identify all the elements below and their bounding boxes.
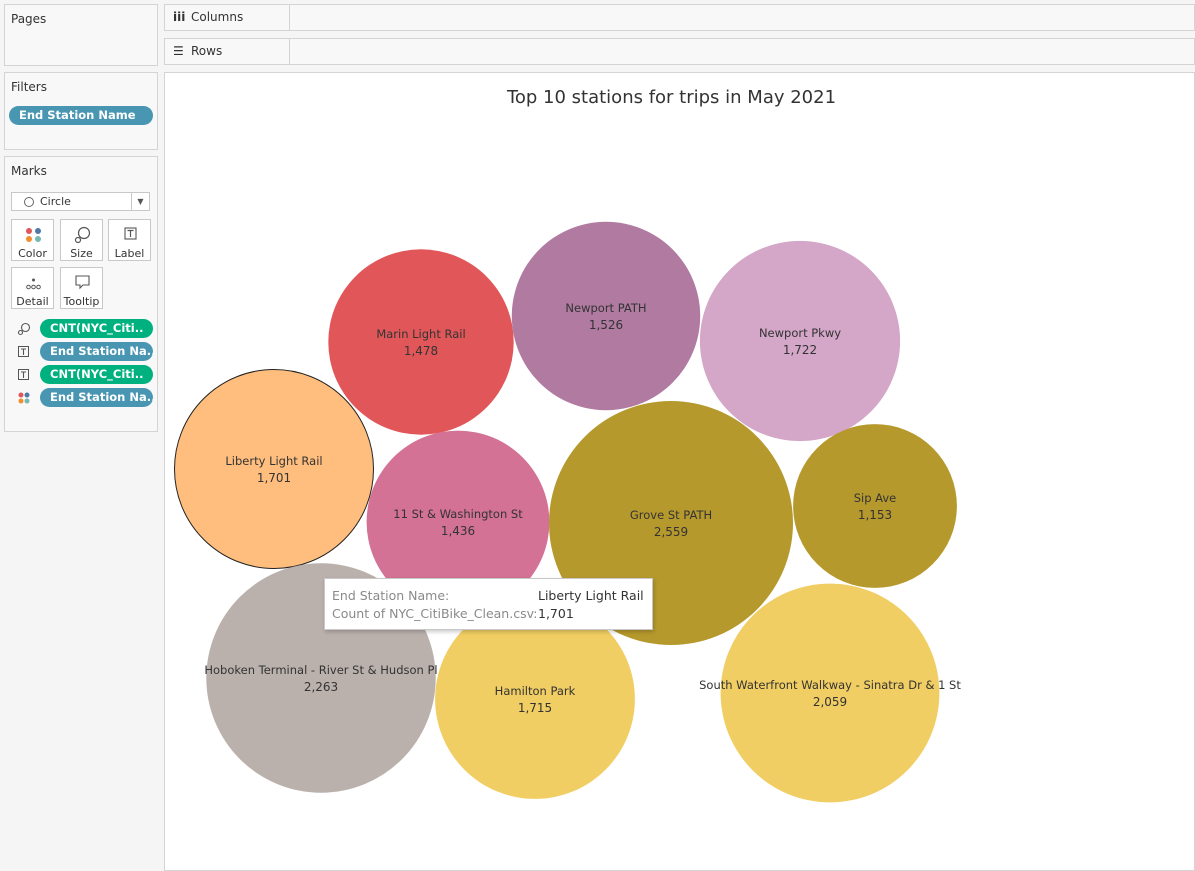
bubble-hamilton-park[interactable]: Hamilton Park 1,715 <box>435 599 635 799</box>
viz-canvas[interactable]: Top 10 stations for trips in May 2021 Ma… <box>164 72 1195 871</box>
tooltip-button[interactable]: Tooltip <box>60 267 103 309</box>
bubble-marin-light-rail[interactable]: Marin Light Rail 1,478 <box>328 249 514 435</box>
rows-label: ☰ Rows <box>165 39 290 64</box>
shelf-row-size[interactable]: CNT(NYC_Citi.. <box>11 319 156 339</box>
bubble-label-value: 2,263 <box>304 680 338 694</box>
bubble-label-name: South Waterfront Walkway - Sinatra Dr & … <box>699 678 961 692</box>
label-button[interactable]: Label <box>108 219 151 261</box>
bubble-newport-path[interactable]: Newport PATH 1,526 <box>511 221 701 411</box>
bubble-label-name: Hamilton Park <box>495 684 576 698</box>
shelf-row-label-2[interactable]: CNT(NYC_Citi.. <box>11 365 156 385</box>
shelf-pill-color[interactable]: End Station Na.. <box>40 388 153 407</box>
bubble-sip-ave[interactable]: Sip Ave 1,153 <box>793 424 957 588</box>
size-icon <box>74 226 91 244</box>
bubble-label-value: 1,701 <box>257 471 291 485</box>
detail-button[interactable]: Detail <box>11 267 54 309</box>
bubble-label-name: Marin Light Rail <box>376 327 465 341</box>
shelf-row-color[interactable]: End Station Na.. <box>11 388 156 408</box>
label-icon <box>18 346 29 357</box>
mark-type-label: Circle <box>40 195 71 208</box>
filters-card[interactable]: Filters End Station Name <box>4 72 158 150</box>
shelf-row-label-1[interactable]: End Station Na.. <box>11 342 156 362</box>
chart-title: Top 10 stations for trips in May 2021 <box>506 87 837 108</box>
bubble-label-value: 2,559 <box>654 525 688 539</box>
bubble-circle[interactable] <box>435 599 635 799</box>
label-icon <box>18 369 29 380</box>
bubble-label-value: 1,436 <box>441 524 475 538</box>
bubble-label-value: 1,526 <box>589 318 623 332</box>
rows-shelf[interactable]: ☰ Rows <box>164 38 1195 65</box>
bubble-circle[interactable] <box>174 369 374 569</box>
color-icon <box>18 392 30 404</box>
bubble-circle[interactable] <box>328 249 514 435</box>
bubble-label-name: Liberty Light Rail <box>225 454 322 468</box>
speech-bubble-icon <box>75 275 90 290</box>
filters-title: Filters <box>11 80 47 94</box>
bubble-label-value: 1,722 <box>783 343 817 357</box>
bubble-label-value: 1,715 <box>518 701 552 715</box>
pages-title: Pages <box>11 12 47 26</box>
bubble-circle[interactable] <box>366 430 550 614</box>
tooltip-value-count: 1,701 <box>538 606 574 621</box>
bubble-label-value: 1,153 <box>858 508 892 522</box>
bubble-circle[interactable] <box>793 424 957 588</box>
rows-text: Rows <box>191 44 223 58</box>
columns-text: Columns <box>191 10 244 24</box>
bubble-label-name: Newport PATH <box>565 301 646 315</box>
bubble-label-value: 1,478 <box>404 344 438 358</box>
bubble-label-name: Hoboken Terminal - River St & Hudson Pl <box>204 663 437 677</box>
bubble-liberty-light-rail[interactable]: Liberty Light Rail 1,701 <box>174 369 374 569</box>
bubble-newport-pkwy[interactable]: Newport Pkwy 1,722 <box>699 240 901 442</box>
label-icon <box>124 227 137 240</box>
marks-title: Marks <box>11 164 47 178</box>
tooltip-key-count: Count of NYC_CitiBike_Clean.csv: <box>332 606 538 621</box>
circle-icon <box>24 197 34 207</box>
bubble-label-name: 11 St & Washington St <box>393 507 523 521</box>
columns-shelf[interactable]: iii Columns <box>164 4 1195 31</box>
mark-tooltip: End Station Name: Liberty Light Rail Cou… <box>324 578 653 630</box>
detail-button-label: Detail <box>16 295 49 308</box>
size-button-label: Size <box>70 247 93 260</box>
mark-type-dropdown[interactable]: Circle ▼ <box>11 192 150 211</box>
bubble-label-value: 2,059 <box>813 695 847 709</box>
bubble-circle[interactable] <box>699 240 901 442</box>
filter-pill-end-station-name[interactable]: End Station Name <box>9 106 153 125</box>
color-button[interactable]: Color <box>11 219 54 261</box>
rows-icon: ☰ <box>173 44 184 58</box>
chevron-down-icon[interactable]: ▼ <box>131 193 149 210</box>
columns-icon: iii <box>173 10 186 24</box>
bubble-label-name: Grove St PATH <box>630 508 712 522</box>
bubble-circle[interactable] <box>720 583 940 803</box>
pages-card[interactable]: Pages <box>4 4 158 66</box>
tooltip-button-label: Tooltip <box>63 295 100 308</box>
columns-label: iii Columns <box>165 5 290 30</box>
marks-card: Marks Circle ▼ Color Size Label Detail <box>4 156 158 432</box>
color-button-label: Color <box>18 247 47 260</box>
shelf-pill-label-1[interactable]: End Station Na.. <box>40 342 153 361</box>
shelf-pill-label-2[interactable]: CNT(NYC_Citi.. <box>40 365 153 384</box>
bubble-circle[interactable] <box>511 221 701 411</box>
label-button-label: Label <box>114 247 145 260</box>
bubble-label-name: Newport Pkwy <box>759 326 841 340</box>
bubble-south-waterfront-walkway-sinatra-dr-1-st[interactable]: South Waterfront Walkway - Sinatra Dr & … <box>699 583 961 803</box>
tooltip-value-station: Liberty Light Rail <box>538 588 644 603</box>
size-button[interactable]: Size <box>60 219 103 261</box>
bubble-11-st-washington-st[interactable]: 11 St & Washington St 1,436 <box>366 430 550 614</box>
shelf-pill-size[interactable]: CNT(NYC_Citi.. <box>40 319 153 338</box>
tooltip-key-station: End Station Name: <box>332 588 450 603</box>
bubble-label-name: Sip Ave <box>854 491 897 505</box>
detail-icon <box>26 278 41 290</box>
size-icon <box>17 322 31 336</box>
color-icon <box>26 228 41 242</box>
